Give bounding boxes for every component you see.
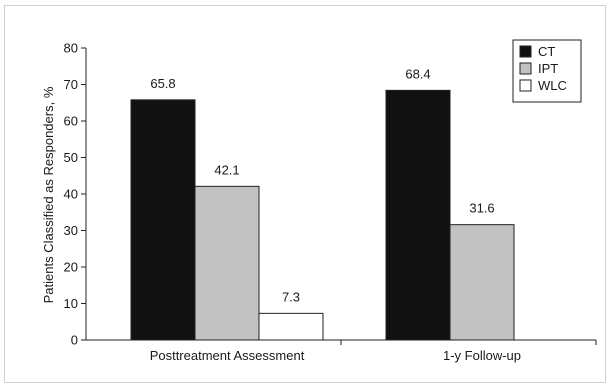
y-tick-label: 0 — [71, 333, 78, 348]
legend-swatch-ipt — [519, 62, 532, 75]
legend: CT IPT WLC — [512, 39, 582, 103]
y-tick-label: 10 — [64, 296, 78, 311]
legend-swatch-wlc — [519, 79, 532, 92]
legend-swatch-ct — [519, 45, 532, 58]
bar-ct-1 — [130, 99, 196, 341]
bar-wlc-1 — [258, 312, 324, 341]
data-label: 68.4 — [405, 66, 430, 81]
bars: 65.8 42.1 7.3 68.4 31.6 — [130, 66, 515, 341]
y-tick-label: 30 — [64, 223, 78, 238]
bar-ipt-1 — [194, 185, 260, 341]
y-tick-label: 20 — [64, 260, 78, 275]
y-tick-label: 60 — [64, 114, 78, 129]
bar-ct-2 — [385, 89, 451, 341]
data-label: 42.1 — [214, 162, 239, 177]
y-tick-label: 50 — [64, 150, 78, 165]
x-category-label: Posttreatment Assessment — [150, 348, 305, 363]
y-tick-label: 40 — [64, 187, 78, 202]
bar-ipt-2 — [449, 224, 515, 341]
y-axis-label: Patients Classified as Responders, % — [41, 86, 56, 303]
data-label: 31.6 — [469, 201, 494, 216]
x-axis: Posttreatment Assessment 1-y Follow-up — [86, 339, 597, 363]
data-label: 65.8 — [150, 76, 175, 91]
y-axis: 0 10 20 30 40 50 60 70 80 — [64, 41, 87, 348]
data-label: 7.3 — [282, 289, 300, 304]
y-tick-label: 80 — [64, 41, 78, 56]
legend-label-ct: CT — [538, 44, 555, 59]
legend-items: CT IPT WLC — [519, 44, 567, 93]
x-category-label: 1-y Follow-up — [443, 348, 521, 363]
legend-label-wlc: WLC — [538, 78, 567, 93]
y-tick-label: 70 — [64, 77, 78, 92]
legend-label-ipt: IPT — [538, 61, 558, 76]
